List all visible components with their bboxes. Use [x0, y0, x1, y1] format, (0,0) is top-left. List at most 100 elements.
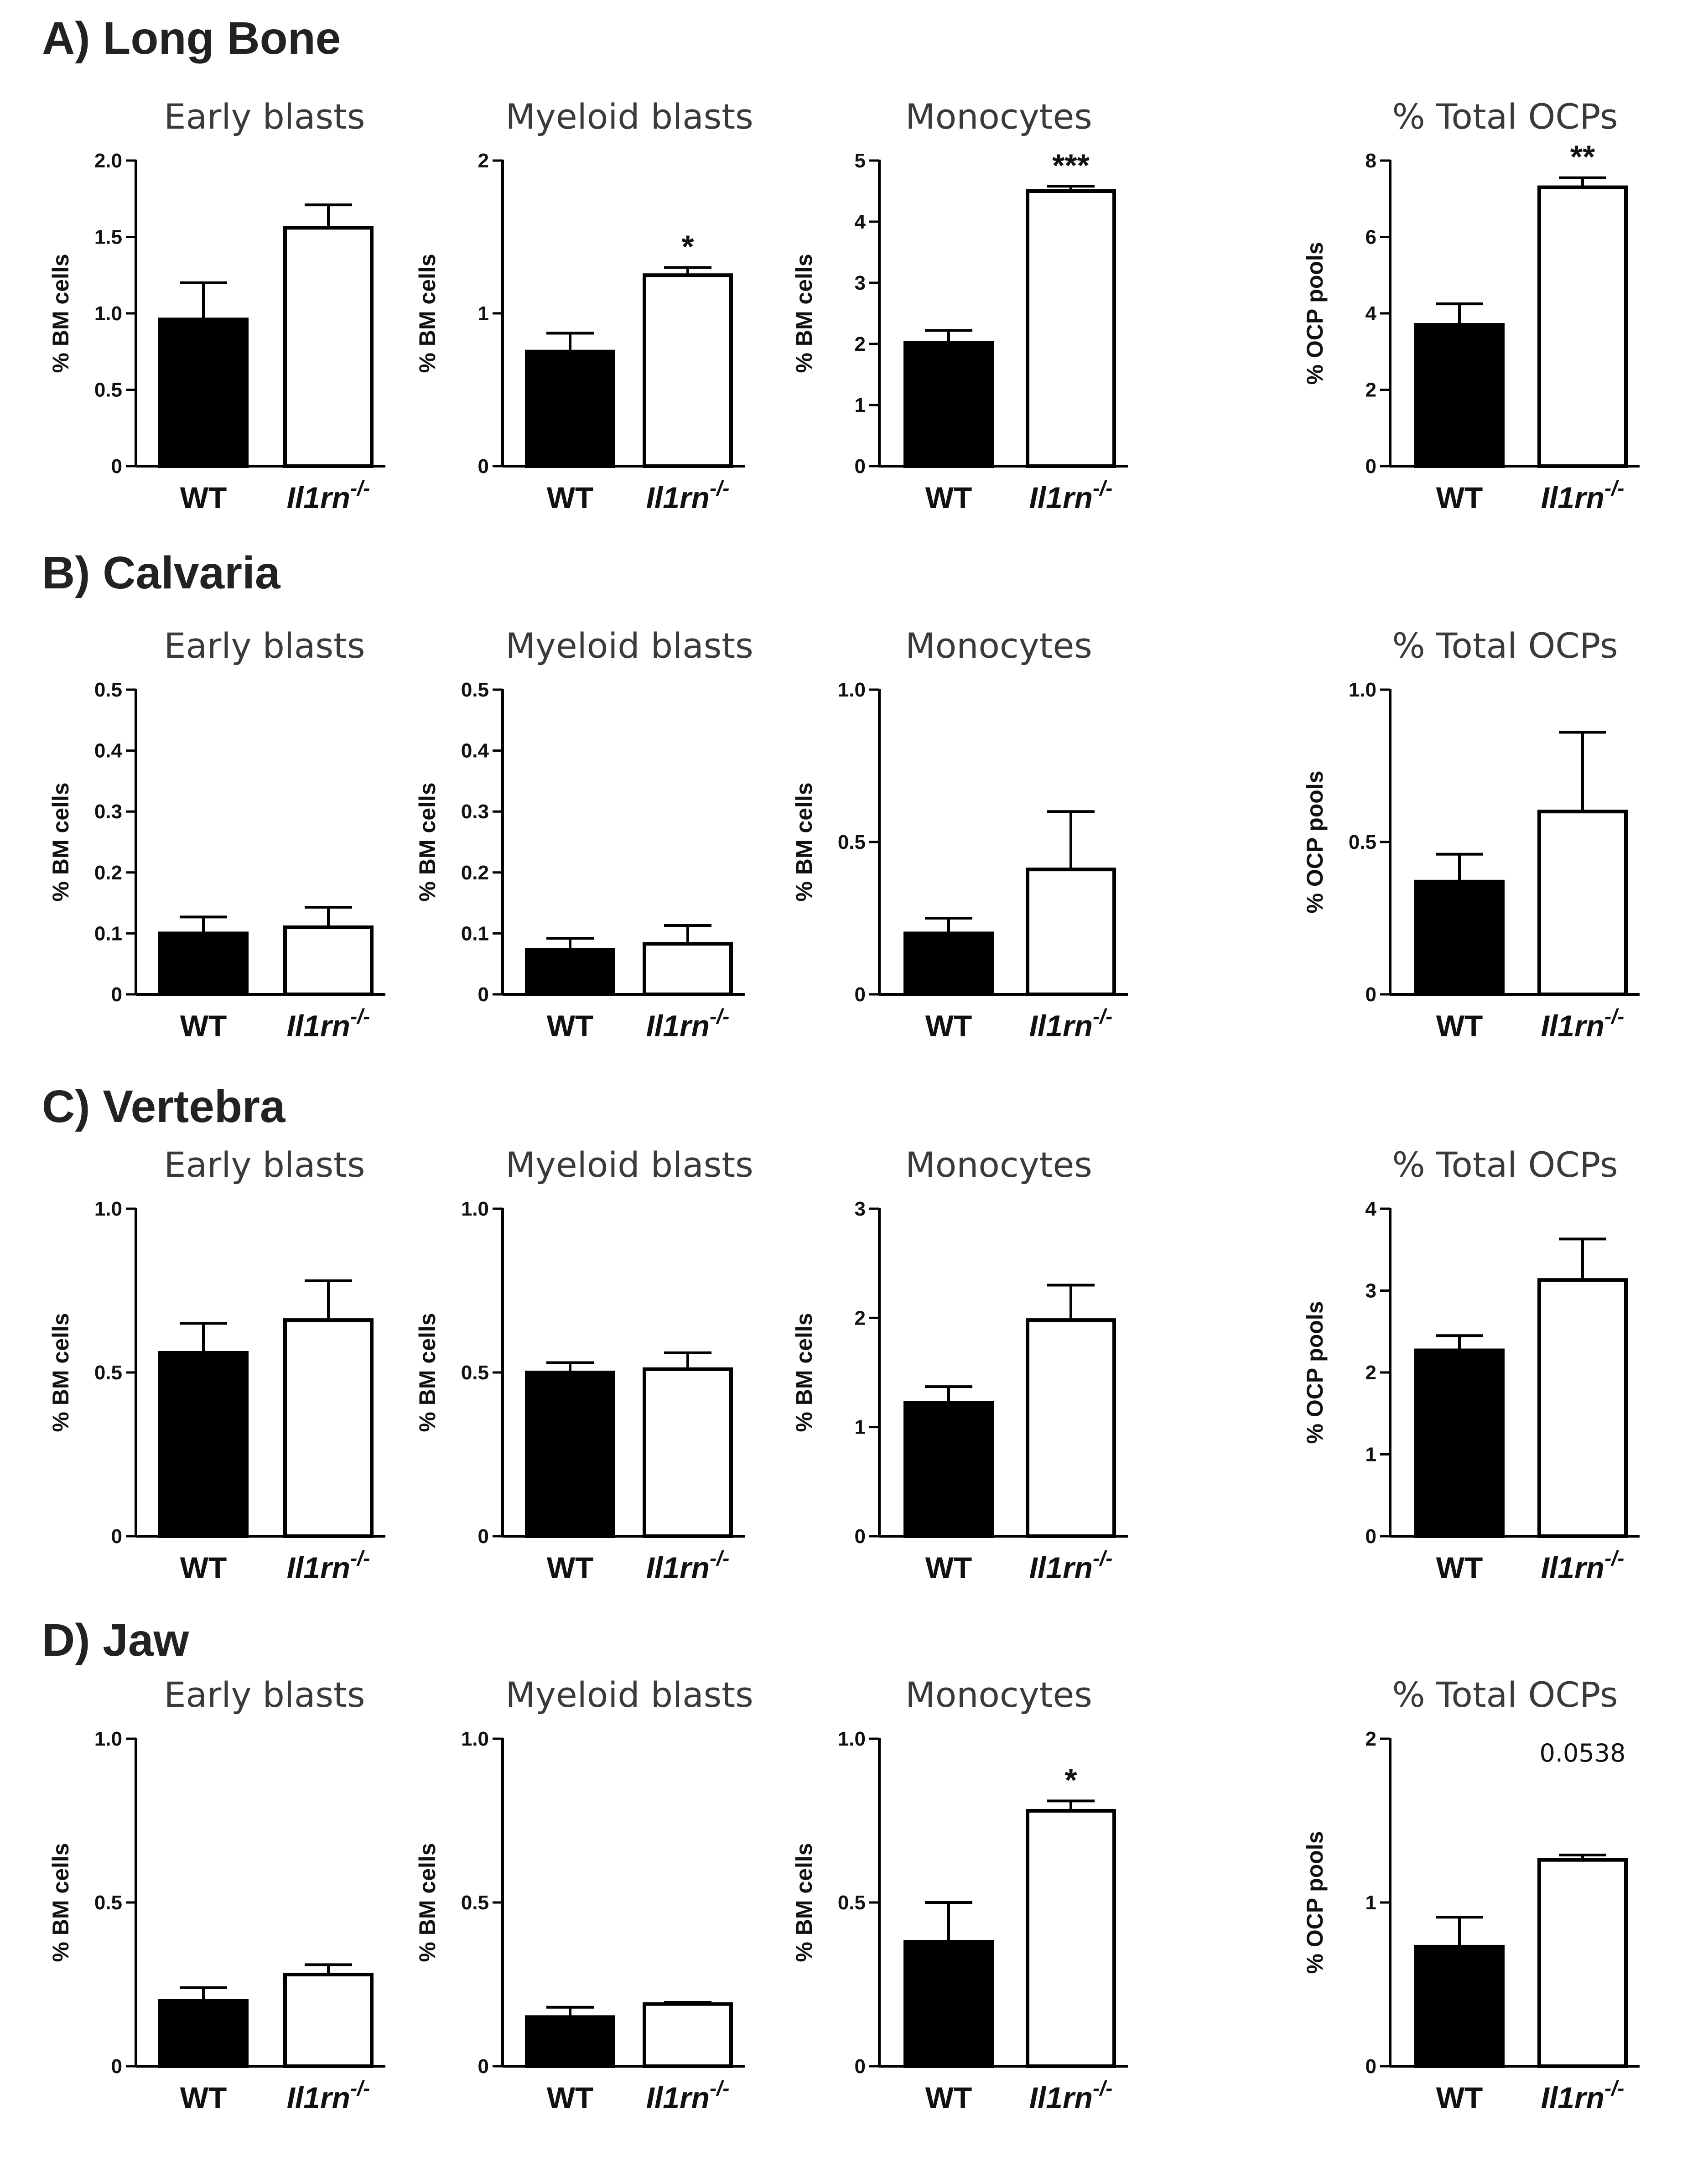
y-tick-label: 0.3 [94, 800, 122, 823]
bar-chart-15: Monocytes 0 0.5 1.0 % BM cells WT Il1rn-/- * [791, 1674, 1128, 2115]
y-tick-label: 6 [1365, 226, 1376, 249]
bar-chart-3: Monocytes 0 1 2 3 4 5 % BM cells WT Il1rn-/- *** [791, 96, 1128, 515]
y-axis-label: % BM cells [415, 782, 440, 901]
bar-wt [158, 1999, 249, 2068]
y-axis-label: % BM cells [415, 1313, 440, 1432]
bar-il1rn-ko [283, 1318, 374, 1538]
chart-title: Myeloid blasts [505, 96, 753, 137]
category-label: Il1rn-/- [1541, 1004, 1625, 1043]
y-tick-label: 0 [855, 455, 866, 478]
chart-title: % Total OCPs [1392, 1144, 1618, 1185]
bar-chart-12: % Total OCPs 0 1 2 3 4 % OCP pools WT Il1rn-/- [1302, 1144, 1640, 1585]
bar-il1rn-ko [1537, 1278, 1628, 1538]
y-tick-label: 0.5 [461, 1892, 489, 1914]
bar-wt [525, 349, 615, 468]
category-label: WT [547, 1551, 594, 1585]
y-tick-label: 1.0 [94, 302, 122, 325]
y-tick-label: 0.5 [94, 379, 122, 401]
y-tick-label: 3 [1365, 1280, 1376, 1302]
bar-il1rn-ko [643, 273, 733, 468]
section-title-calvaria: B) Calvaria [42, 547, 281, 598]
y-axis-label: % OCP pools [1302, 1831, 1328, 1974]
bar-chart-11: Monocytes 0 1 2 3 % BM cells WT Il1rn-/- [791, 1144, 1128, 1585]
y-tick-label: 0.5 [838, 831, 866, 853]
bar-il1rn-ko [1537, 1858, 1628, 2068]
chart-title: Myeloid blasts [505, 1674, 753, 1715]
y-tick-label: 5 [855, 150, 866, 172]
y-tick-label: 2 [1365, 1728, 1376, 1750]
bar-chart-5: Early blasts 0 0.1 0.2 0.3 0.4 0.5 % BM cells WT… [48, 625, 385, 1043]
category-label: Il1rn-/- [287, 476, 370, 515]
y-tick-label: 2 [1365, 1362, 1376, 1384]
y-tick-label: 0.2 [461, 862, 489, 884]
category-label: Il1rn-/- [287, 1546, 370, 1585]
y-tick-label: 0.4 [461, 740, 489, 762]
y-tick-label: 0 [111, 455, 122, 478]
bar-il1rn-ko [1026, 189, 1116, 468]
category-label: WT [1436, 1009, 1483, 1043]
y-tick-label: 0.4 [94, 740, 123, 762]
chart-title: Myeloid blasts [505, 1144, 753, 1185]
y-tick-label: 0.3 [461, 800, 489, 823]
y-axis-label: % OCP pools [1302, 242, 1328, 385]
bar-wt [903, 341, 994, 468]
bar-chart-16: % Total OCPs 0 1 2 % OCP pools WT Il1rn-/- 0.05… [1302, 1674, 1640, 2115]
y-tick-label: 0 [478, 1525, 489, 1548]
y-axis-label: % OCP pools [1302, 1301, 1328, 1444]
y-tick-label: 8 [1365, 150, 1376, 172]
y-tick-label: 1 [1365, 1444, 1376, 1466]
chart-title: Myeloid blasts [505, 625, 753, 666]
chart-title: Monocytes [905, 1144, 1092, 1185]
bar-chart-6: Myeloid blasts 0 0.1 0.2 0.3 0.4 0.5 % BM cells… [415, 625, 753, 1043]
chart-title: Early blasts [164, 96, 365, 137]
category-label: Il1rn-/- [1029, 2076, 1113, 2115]
y-tick-label: 2 [855, 1307, 866, 1329]
y-tick-label: 0.5 [94, 1892, 122, 1914]
significance-annotation: 0.0538 [1540, 1739, 1626, 1767]
y-tick-label: 2 [478, 150, 489, 172]
bar-wt [1414, 323, 1505, 468]
y-axis-label: % BM cells [48, 1843, 73, 1962]
category-label: WT [180, 1551, 227, 1585]
bar-wt [903, 931, 994, 997]
bar-il1rn-ko [1026, 868, 1116, 996]
category-label: Il1rn-/- [1029, 476, 1113, 515]
bar-il1rn-ko [283, 925, 374, 997]
y-tick-label: 4 [1365, 302, 1377, 325]
y-axis-label: % BM cells [415, 1843, 440, 1962]
y-tick-label: 3 [855, 1198, 866, 1220]
category-label: WT [1436, 1551, 1483, 1585]
y-tick-label: 0 [478, 455, 489, 478]
bar-wt [903, 1940, 994, 2069]
y-axis-label: % BM cells [415, 254, 440, 373]
y-tick-label: 1.0 [838, 679, 866, 701]
bar-wt [158, 317, 249, 468]
category-label: WT [180, 481, 227, 515]
chart-title: Early blasts [164, 1674, 365, 1715]
bar-chart-7: Monocytes 0 0.5 1.0 % BM cells WT Il1rn-/- [791, 625, 1128, 1043]
bar-wt [1414, 1944, 1505, 2069]
y-tick-label: 0 [1365, 1525, 1376, 1548]
bar-chart-9: Early blasts 0 0.5 1.0 % BM cells WT Il1rn-/- [48, 1144, 385, 1585]
significance-annotation: ** [1570, 139, 1595, 175]
y-tick-label: 1 [478, 302, 489, 325]
category-label: WT [925, 1009, 972, 1043]
y-axis-label: % OCP pools [1302, 770, 1328, 913]
y-tick-label: 0 [111, 2055, 122, 2078]
category-label: WT [180, 1009, 227, 1043]
bar-il1rn-ko [643, 942, 733, 997]
category-label: Il1rn-/- [287, 2076, 370, 2115]
chart-title: Early blasts [164, 1144, 365, 1185]
chart-title: % Total OCPs [1392, 1674, 1618, 1715]
category-label: Il1rn-/- [646, 1546, 730, 1585]
bar-chart-1: Early blasts 0 0.5 1.0 1.5 2.0 % BM cells WT Il1… [48, 96, 385, 515]
category-label: WT [925, 481, 972, 515]
y-tick-label: 1.0 [461, 1728, 489, 1750]
y-tick-label: 0 [111, 983, 122, 1006]
y-axis-label: % BM cells [48, 1313, 73, 1432]
bar-il1rn-ko [643, 1367, 733, 1538]
y-tick-label: 1.0 [94, 1198, 122, 1220]
y-tick-label: 2.0 [94, 150, 122, 172]
bar-chart-13: Early blasts 0 0.5 1.0 % BM cells WT Il1rn-/- [48, 1674, 385, 2115]
